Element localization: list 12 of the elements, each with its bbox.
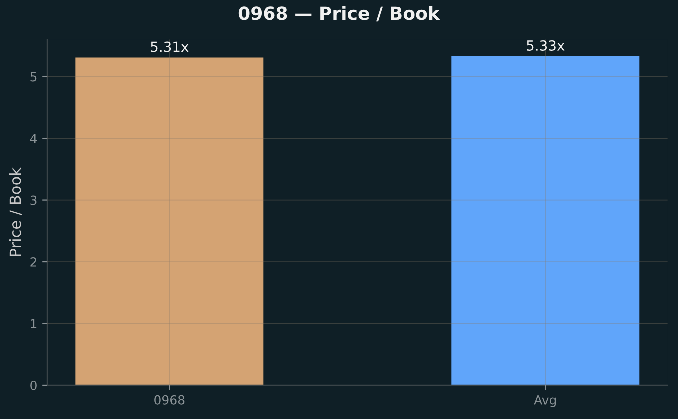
y-axis-title: Price / Book <box>9 168 22 256</box>
y-tick-label: 2 <box>30 257 36 267</box>
y-tick-label: 5 <box>30 72 37 82</box>
y-tick-label: 1 <box>31 319 37 328</box>
x-tick-label: Avg <box>534 396 556 408</box>
y-tick-label: 3 <box>30 196 37 206</box>
chart-title: 0968 — Price / Book <box>238 6 440 22</box>
y-tick-label: 4 <box>30 134 38 144</box>
y-tick-label: 0 <box>30 380 37 390</box>
x-tick-label: 0968 <box>154 395 185 405</box>
data-label: 5.33x <box>527 40 565 52</box>
data-label: 5.31x <box>151 42 189 52</box>
